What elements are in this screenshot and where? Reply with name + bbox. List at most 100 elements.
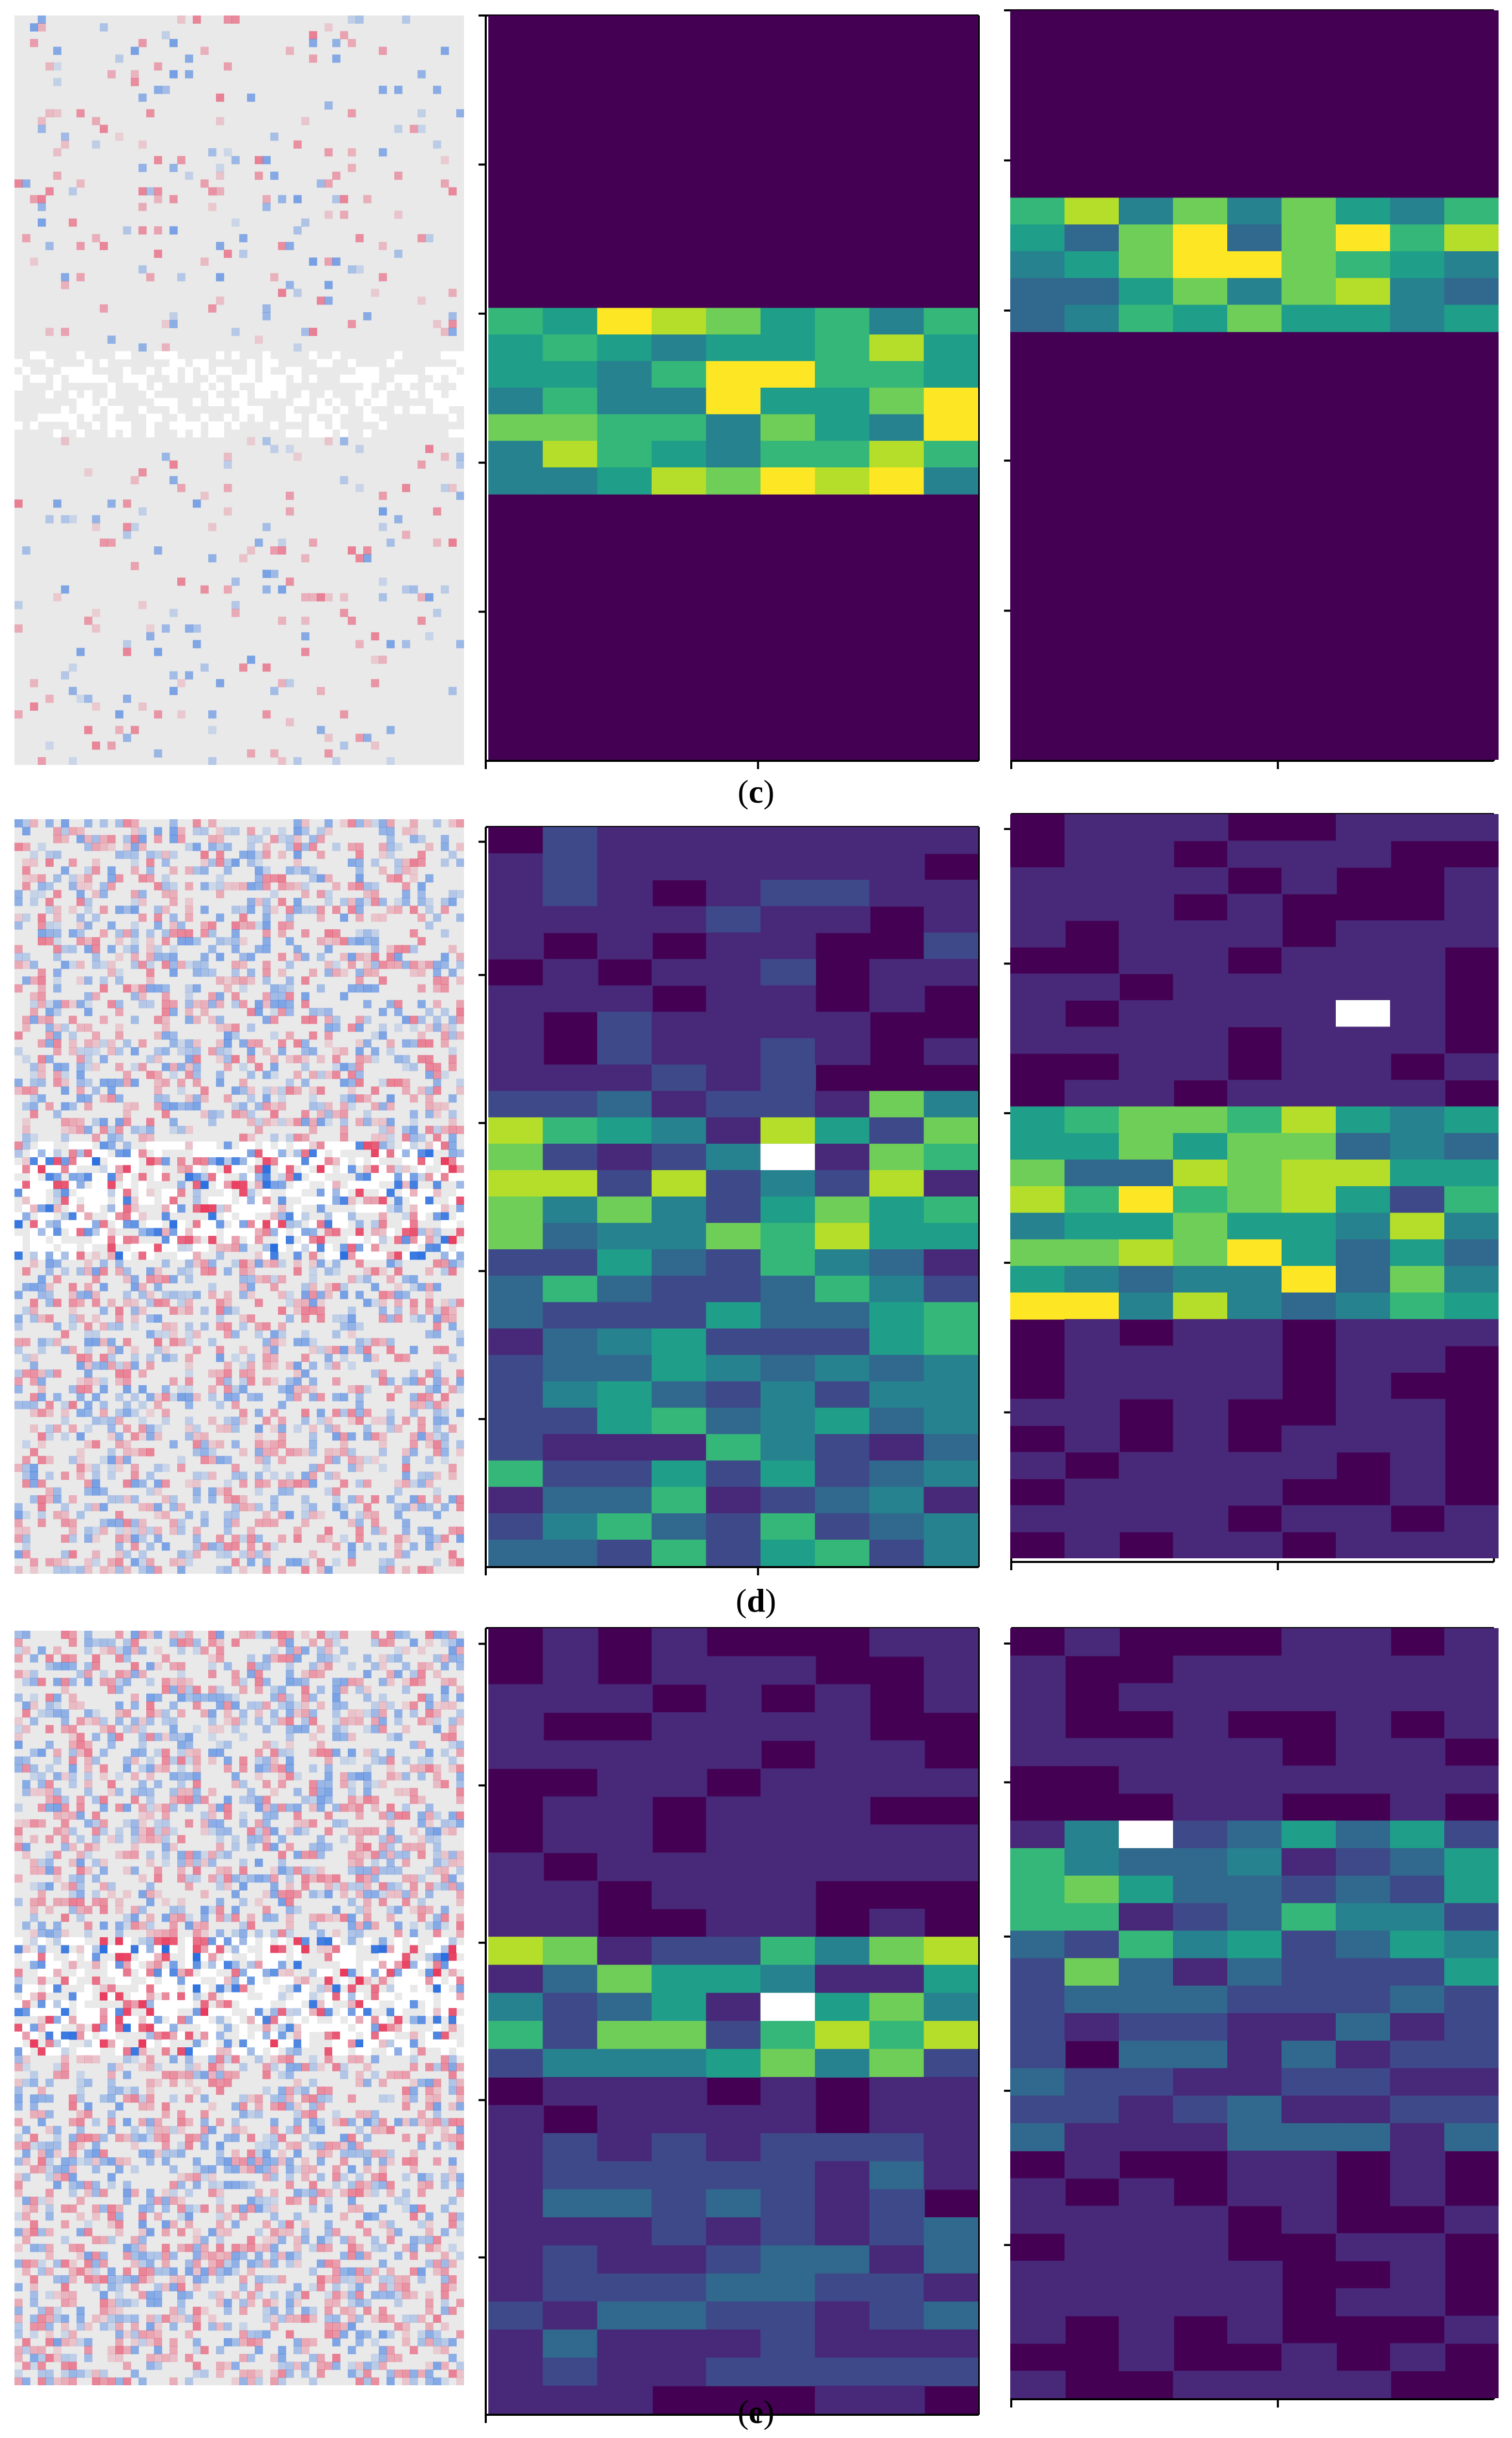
heat-cell: [1444, 2095, 1499, 2124]
heat-cell: [923, 1091, 978, 1118]
heat-cell: [488, 2301, 544, 2330]
heat-cell: [869, 880, 925, 907]
heat-cell: [543, 2049, 598, 2078]
heat-cell: [488, 1740, 544, 1769]
heat-cell: [1227, 973, 1283, 1001]
heat-cell: [543, 388, 598, 415]
heat-cell: [543, 2133, 598, 2162]
heat-cell: [543, 2077, 598, 2106]
heat-cell: [815, 1328, 871, 1356]
heat-cell: [1444, 2068, 1499, 2096]
heat-cell: [1064, 2233, 1120, 2261]
heat-cell: [1064, 1930, 1120, 1959]
heat-cell: [1010, 867, 1066, 895]
heat-cell: [1390, 1958, 1446, 1986]
heat-cell: [597, 467, 653, 495]
heat-cell: [652, 2273, 707, 2302]
heat-cell: [652, 2189, 707, 2218]
heat-cell: [543, 959, 598, 986]
heat-cell: [1282, 947, 1337, 974]
heat-cell: [1119, 2013, 1175, 2042]
heat-cell: [1227, 1106, 1283, 1134]
heat-cell: [597, 932, 653, 960]
heat-cell: [706, 932, 762, 960]
heat-cell: [543, 827, 598, 854]
heat-cell: [1173, 920, 1229, 948]
heat-cell: [488, 361, 544, 389]
heat-cell: [597, 1170, 653, 1198]
heat-cell: [652, 1117, 707, 1144]
heat-cell: [1227, 2041, 1283, 2069]
saturated-cell: [760, 1143, 815, 1170]
heatmap-e-middle: [488, 1628, 978, 2414]
heat-cell: [1444, 1628, 1499, 1657]
heat-cell: [869, 467, 925, 495]
heat-cell: [1064, 973, 1120, 1001]
heat-cell: [652, 1355, 707, 1382]
heat-cell: [869, 1824, 925, 1853]
heat-cell: [1336, 2370, 1392, 2398]
heat-cell: [652, 1740, 707, 1769]
heat-cell: [488, 2189, 544, 2218]
heat-cell: [815, 2357, 871, 2386]
heatmap-c-right: [1010, 10, 1499, 760]
heat-cell: [760, 334, 816, 362]
heat-cell: [869, 1197, 925, 1224]
heat-cell: [543, 2189, 598, 2218]
heat-cell: [1390, 2068, 1446, 2096]
heat-cell: [652, 1992, 707, 2022]
heat-cell: [1119, 1985, 1175, 2014]
heat-cell: [760, 1223, 816, 1250]
heat-cell: [1227, 1930, 1283, 1959]
heat-cell: [815, 1223, 871, 1250]
heat-cell: [597, 985, 653, 1013]
heat-cell: [1444, 1710, 1499, 1739]
heat-cell: [1119, 2316, 1175, 2344]
heat-cell: [1444, 1903, 1499, 1931]
heat-cell: [923, 1276, 978, 1303]
heat-cell: [1282, 1213, 1337, 1240]
heat-cell: [543, 1824, 598, 1853]
heat-cell: [869, 1117, 925, 1144]
heat-cell: [488, 1407, 544, 1435]
heat-cell: [923, 1992, 978, 2022]
heat-cell: [1282, 1452, 1337, 1479]
heat-cell: [815, 2217, 871, 2246]
heat-cell: [1173, 2013, 1229, 2042]
heat-cell: [1390, 2233, 1446, 2261]
heat-cell: [1390, 814, 1446, 841]
heat-cell: [652, 1143, 707, 1171]
heat-cell: [1282, 2041, 1337, 2069]
heat-cell: [543, 1628, 598, 1657]
heat-cell: [597, 334, 653, 362]
heat-cell: [1064, 304, 1120, 332]
heat-cell: [652, 853, 707, 881]
heat-cell: [815, 361, 871, 389]
heat-cell: [706, 1513, 762, 1540]
heat-cell: [1390, 1026, 1446, 1054]
heat-cell: [815, 1460, 871, 1488]
heat-cell: [1064, 1186, 1120, 1214]
heat-cell: [1064, 278, 1120, 305]
heat-cell: [1282, 2068, 1337, 2096]
heat-cell: [652, 2049, 707, 2078]
heat-cell: [488, 1276, 544, 1303]
heat-cell: [597, 2357, 653, 2386]
heat-cell: [706, 1143, 762, 1171]
heat-cell: [543, 414, 598, 441]
heat-cell: [1227, 1531, 1283, 1558]
heat-cell: [1390, 2288, 1446, 2317]
heat-cell: [1010, 2288, 1066, 2317]
heat-cell: [1444, 2205, 1499, 2234]
heat-cell: [652, 308, 707, 335]
heat-cell: [1119, 1452, 1175, 1479]
heatmap-d-middle: [488, 827, 978, 1566]
heat-cell: [1173, 1026, 1229, 1054]
heat-cell: [1336, 1106, 1392, 1134]
heat-cell: [760, 1117, 816, 1144]
heat-cell: [543, 2329, 598, 2358]
heat-cell: [706, 2301, 762, 2330]
heat-cell: [1390, 1000, 1446, 1028]
heat-cell: [543, 1539, 598, 1566]
heat-cell: [597, 1965, 653, 1994]
